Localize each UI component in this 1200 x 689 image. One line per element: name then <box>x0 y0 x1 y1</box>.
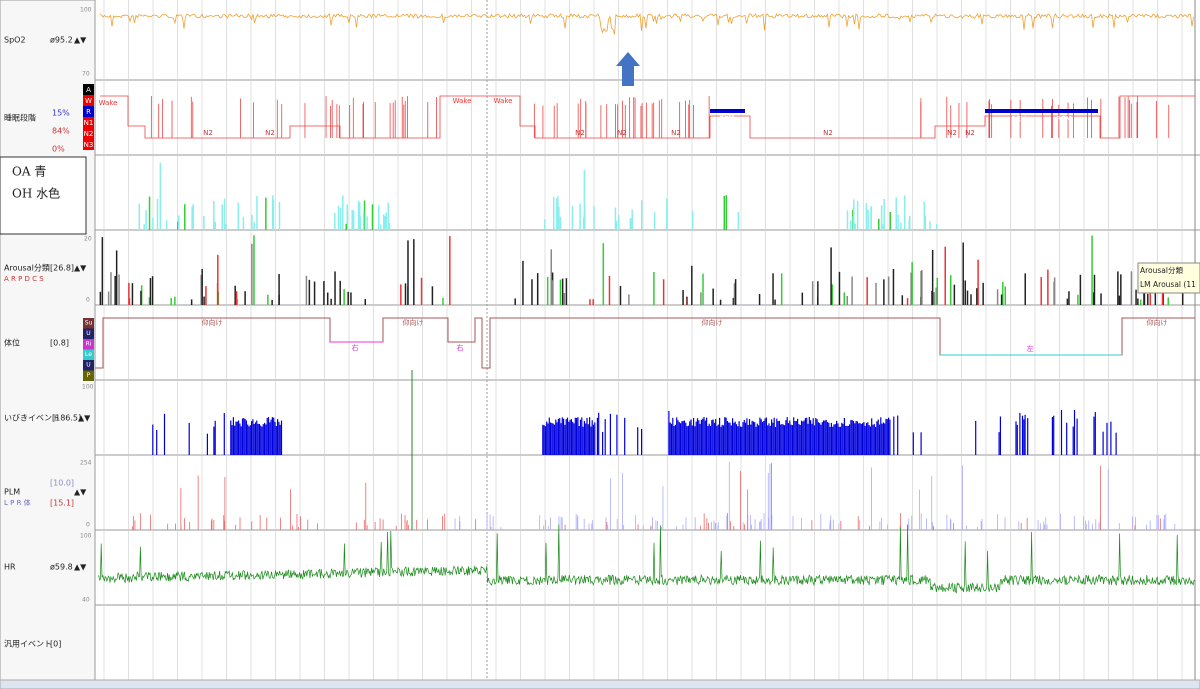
note: OH 水色 <box>12 187 60 201</box>
stage-label: N2 <box>965 129 975 137</box>
position-label: 仰向け <box>403 318 424 327</box>
position-box <box>83 339 94 350</box>
value: [0] <box>50 640 61 649</box>
position-label: 仰向け <box>702 318 723 327</box>
axis: 20 <box>84 236 92 243</box>
panel-bg <box>0 0 96 689</box>
arrows[interactable]: ▲▼ <box>74 36 87 45</box>
stage-label: REM <box>1011 115 1026 123</box>
value: [186.5] <box>52 414 81 423</box>
label: いびきイベント <box>4 414 60 423</box>
stage-key: R <box>86 108 91 116</box>
arrows[interactable]: ▲▼ <box>74 563 87 572</box>
axis: 100 <box>80 7 92 14</box>
arrows[interactable]: ▲▼ <box>78 414 91 423</box>
stage-label: N2 <box>947 129 957 137</box>
position-box <box>83 349 94 360</box>
axis: 70 <box>82 71 90 78</box>
position-label: 右 <box>352 343 359 352</box>
stage-box <box>83 95 94 106</box>
stage-key: A <box>86 86 91 94</box>
stage-label: N2 <box>203 129 213 137</box>
position-box <box>83 360 94 371</box>
tooltip-text: LM Arousal (11 <box>1140 280 1196 289</box>
axis: 100 <box>82 384 94 391</box>
axis: 40 <box>82 597 90 604</box>
hr-trace <box>97 524 1196 594</box>
label: 睡眠段階 <box>4 113 36 123</box>
value: ø59.8 <box>50 563 73 572</box>
label: PLM <box>4 488 20 497</box>
spo2-trace <box>99 12 1194 35</box>
arrows[interactable]: ▲▼ <box>74 488 87 497</box>
position-label: 仰向け <box>1147 318 1168 327</box>
position-label: 左 <box>1027 344 1034 353</box>
axis: 0 <box>86 522 90 529</box>
stage-label: N2 <box>671 129 681 137</box>
note: OA 青 <box>12 165 46 179</box>
stat: 0% <box>52 145 65 154</box>
position-key: Su <box>85 320 93 327</box>
stage-label: N2 <box>575 129 585 137</box>
stat: 84% <box>52 127 70 136</box>
position-box <box>83 328 94 339</box>
value: [15.1] <box>50 499 74 508</box>
arrows[interactable]: ▲▼ <box>74 264 87 273</box>
stage-box <box>83 139 94 150</box>
stage-box <box>83 128 94 139</box>
stage-box <box>83 106 94 117</box>
label: HR <box>4 563 16 572</box>
position-label: 右 <box>457 343 464 352</box>
label: SpO2 <box>4 36 26 45</box>
value: ø95.2 <box>50 36 73 45</box>
label: 汎用イベント <box>4 640 52 649</box>
position-key: Ri <box>86 341 92 348</box>
position-key: Le <box>85 351 92 358</box>
stage-label: Wake <box>494 97 513 105</box>
stage-key: N3 <box>84 141 94 149</box>
label: 体位 <box>4 338 20 348</box>
traces <box>95 12 1196 594</box>
stat: 15% <box>52 109 70 118</box>
stage-key: N1 <box>84 119 94 127</box>
axis: 100 <box>80 533 92 540</box>
left-panel: SpO2 ø95.2 ▲▼ 100 70 睡眠段階 15% 84% 0% AWR… <box>0 0 96 689</box>
annotations: Wake N2 N2 Wake Wake N2 N2 N2 REM N2 N2 N2 REM REM 仰向け… <box>99 97 1200 353</box>
stage-label: N2 <box>823 129 833 137</box>
tooltip <box>1137 262 1200 294</box>
axis: 254 <box>80 460 92 467</box>
value: [26.8] <box>50 264 74 273</box>
position-key: U <box>86 330 90 337</box>
stage-box <box>83 84 94 95</box>
position-key: U <box>86 362 90 369</box>
position-label: 仰向け <box>202 318 223 327</box>
stage-label: REM <box>1056 115 1071 123</box>
stage-label: N2 <box>617 129 627 137</box>
position-key: P <box>87 372 91 379</box>
stage-key: W <box>85 97 92 105</box>
label: Arousal分類 <box>4 263 50 273</box>
stage-label: REM <box>719 113 734 121</box>
stage-label: Wake <box>453 97 472 105</box>
arrow-marker <box>616 52 640 86</box>
legend: A R P D C S <box>4 275 44 283</box>
axis: 0 <box>86 297 90 304</box>
stage-label: Wake <box>99 99 118 107</box>
position-trace <box>95 317 1195 369</box>
value: [0.8] <box>50 339 69 348</box>
position-box <box>83 370 94 381</box>
position-box <box>83 318 94 329</box>
scrollbar[interactable] <box>0 679 1200 689</box>
stage-box <box>83 117 94 128</box>
legend: L P R 体 <box>4 498 31 507</box>
tooltip-text: Arousal分類 <box>1140 265 1183 275</box>
value: [10.0] <box>50 479 74 488</box>
stage-key: N2 <box>84 130 94 138</box>
note-box <box>0 156 87 235</box>
stage-label: N2 <box>265 129 275 137</box>
